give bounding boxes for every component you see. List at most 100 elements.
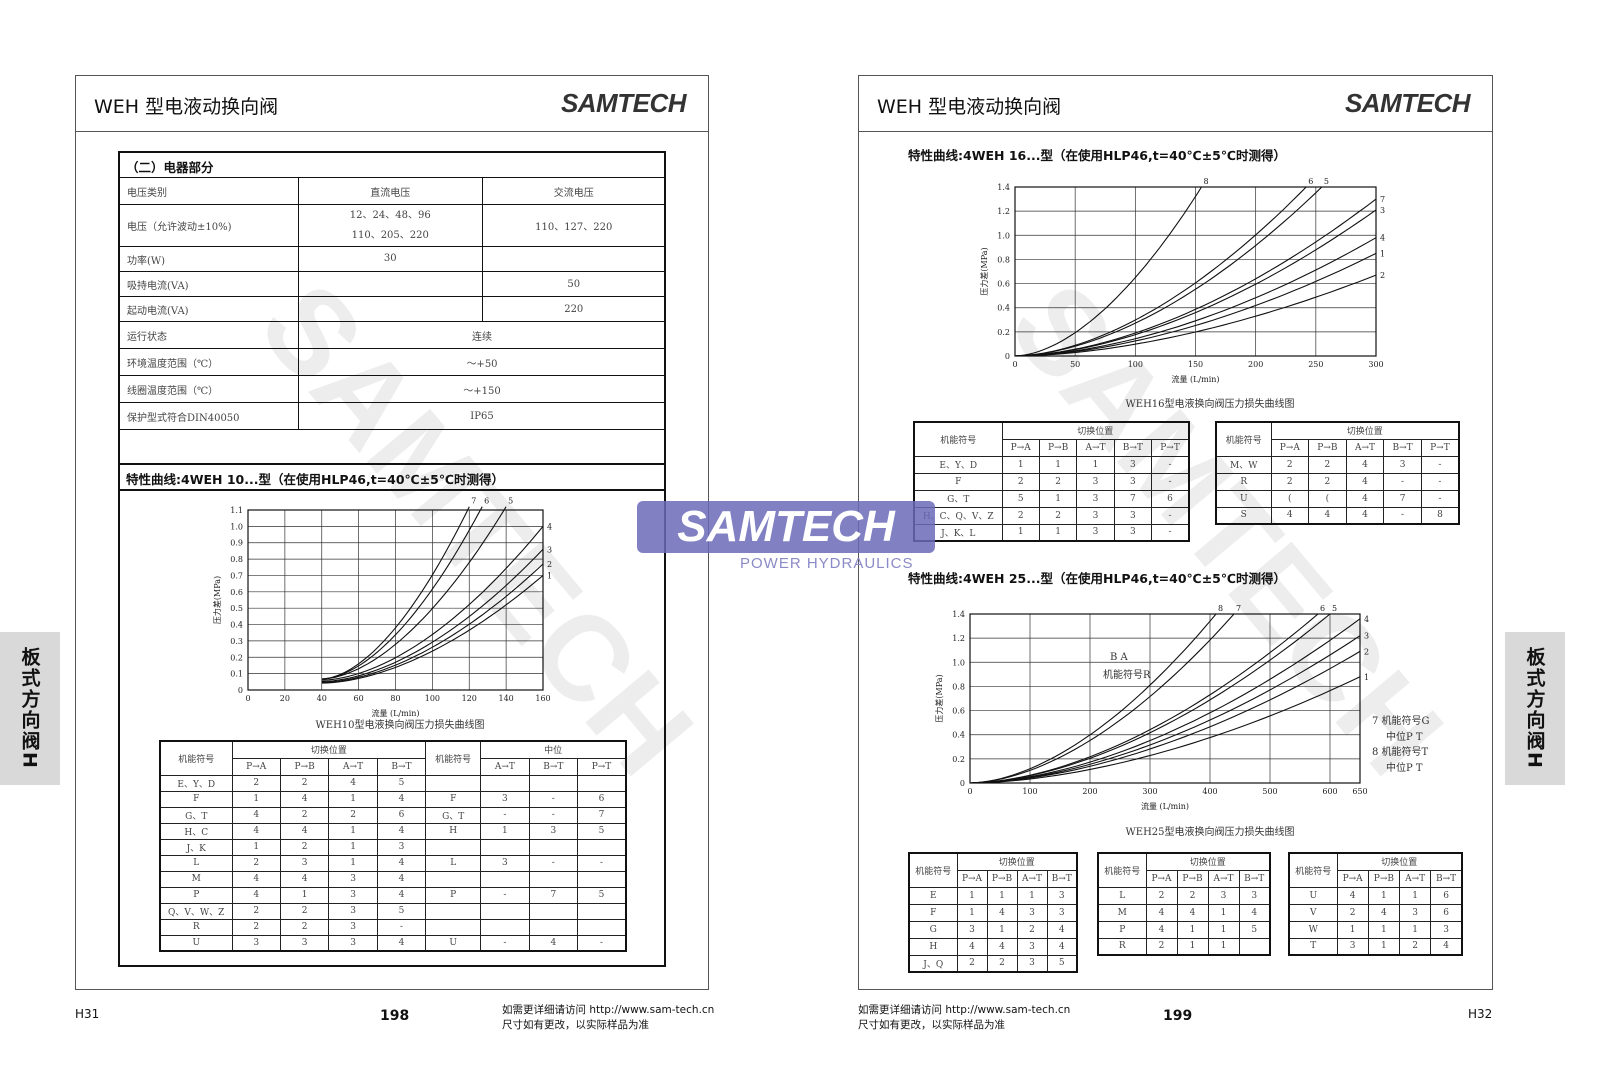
table-cell: - (577, 934, 627, 952)
y-tick-label: 0.6 (952, 707, 965, 716)
table-row: 运行状态 连续 (118, 321, 666, 349)
table-cell (577, 918, 627, 936)
x-tick-label: 200 (1082, 787, 1097, 796)
header-cell: P→A (1001, 438, 1040, 457)
table-cell: 3 (279, 854, 330, 872)
table-cell: 5 (376, 902, 427, 920)
header-cell: 切换位置 (231, 740, 427, 759)
table-cell: U (159, 934, 233, 952)
header-cell: A→T (1076, 438, 1115, 457)
table-cell: 1 (956, 903, 988, 922)
header-cell: 中位 (480, 740, 627, 759)
table-cell: F (425, 790, 482, 808)
table-cell: J、Q (908, 954, 958, 973)
watermark-subtitle: POWER HYDRAULICS (740, 555, 914, 572)
curve-3 (321, 548, 544, 683)
table-cell: R (1215, 472, 1272, 491)
curve-4 (969, 618, 1361, 784)
table-cell: 1 (1367, 886, 1401, 905)
curve-label: 7 (471, 497, 476, 506)
table-cell: - (480, 806, 530, 824)
table-cell (480, 838, 530, 856)
y-tick-label: 0.4 (997, 304, 1010, 313)
samtech-logo: SAMTECH (560, 88, 687, 118)
table-cell (528, 902, 579, 920)
table-cell: 4 (231, 870, 281, 888)
table-row: 机能符号 切换位置 (1097, 852, 1271, 888)
y-tick-label: 0.2 (952, 755, 965, 764)
annotation-r: 机能符号R (1103, 670, 1151, 681)
y-tick-label: 0.6 (230, 588, 243, 597)
left-page: WEH 型电液动换向阀 SAMTECH （二）电器部分 电压类别 直流电压 交流电压… (75, 75, 709, 990)
table-cell: 7 (528, 886, 579, 904)
table-row: 机能符号 切换位置 (1215, 421, 1460, 457)
table-cell: T (1288, 937, 1338, 956)
curve-1 (1014, 252, 1377, 357)
curve-label: 4 (1364, 615, 1369, 624)
table-row: P→A P→B A→T B→T (1289, 869, 1463, 888)
chart-weh16: 0 50 100 150 200 250 300 0 0.2 0.4 0.6 0.8 1.0 1.2 1.4… (979, 177, 1385, 384)
y-tick-label: 1.0 (952, 658, 965, 667)
table-cell: E、Y、D (913, 455, 1003, 474)
curve-7 (969, 613, 1235, 784)
x-tick-label: 650 (1352, 787, 1367, 796)
header-cell: P→A (231, 757, 281, 776)
table-cell: 1 (1398, 886, 1432, 905)
table-cell (480, 918, 530, 936)
table-cell: - (480, 886, 530, 904)
y-tick-label: 0.4 (952, 731, 965, 740)
header-cell: P→A (1336, 869, 1369, 888)
table-cell: 3 (328, 934, 378, 952)
header-cell: P→B (986, 869, 1018, 888)
table-cell: 1 (986, 886, 1018, 905)
y-tick-label: 1.1 (230, 506, 243, 515)
table-cell: 4 (1046, 920, 1078, 939)
table-cell (425, 902, 482, 920)
table-cell: 1 (1016, 886, 1048, 905)
table-cell: 2 (1001, 472, 1040, 491)
x-tick-label: 0 (1012, 360, 1017, 369)
table-cell: U (425, 934, 482, 952)
plot-frame (969, 613, 1361, 784)
table-cell: 4 (1046, 937, 1078, 956)
table-cell: 3 (1076, 489, 1115, 508)
header-cell: B→T (376, 757, 427, 776)
table-cell: - (1151, 523, 1190, 542)
table-cell: 110、127、220 (481, 204, 666, 247)
header-cell: B→T (528, 757, 579, 776)
table-cell: 7 (1113, 489, 1153, 508)
table-cell (577, 838, 627, 856)
curve-1 (321, 575, 544, 684)
x-tick-label: 60 (354, 694, 364, 703)
table-cell: 1 (1367, 920, 1401, 939)
table-cell: 2 (1145, 886, 1178, 905)
table-cell: 3 (328, 886, 378, 904)
y-tick-label: 0.8 (997, 255, 1010, 264)
curve-3 (1014, 209, 1377, 357)
table-row: 机能符号 切换位置 (1288, 852, 1463, 888)
table-cell: 1 (231, 790, 281, 808)
table-cell: 3 (1016, 903, 1048, 922)
curve-6 (321, 506, 483, 680)
table-cell (528, 870, 579, 888)
header-cell: A→T (1016, 869, 1048, 888)
table-cell: G (908, 920, 958, 939)
table-cell: E、Y、D (159, 774, 233, 792)
plot-frame (247, 509, 544, 691)
table-cell: H、C (159, 822, 233, 840)
electrical-table: 电压类别 直流电压 交流电压 电压（允许波动±10%) 12、24、48、96 110、… (118, 177, 666, 430)
table-row: 机能符号 切换位置 机能符号 中位 (159, 740, 627, 776)
table-cell: - (1151, 472, 1190, 491)
table-cell: 4 (1270, 506, 1310, 525)
x-tick-label: 500 (1262, 787, 1277, 796)
weh10-table: 机能符号 切换位置 机能符号 中位 P→A P→B A→T B→T A→T B→T P→T E、Y、D… (159, 740, 627, 952)
y-tick-label: 1.4 (997, 183, 1010, 192)
table-cell: 5 (577, 822, 627, 840)
